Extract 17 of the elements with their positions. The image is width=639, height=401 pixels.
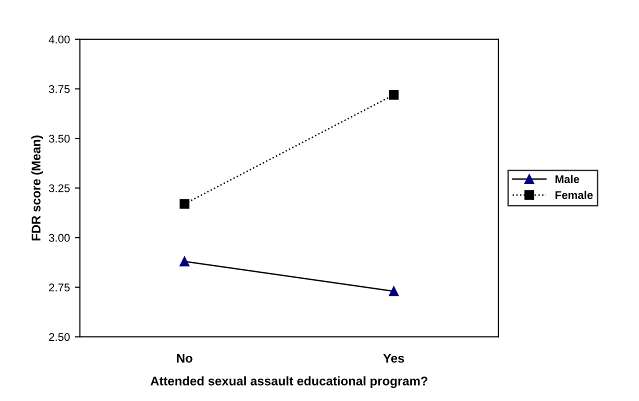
legend-label: Female	[556, 190, 593, 200]
point	[180, 256, 190, 266]
point	[180, 199, 190, 209]
point	[388, 286, 399, 296]
y-tick-label: 3.50	[48, 134, 70, 143]
y-tick-label: 4.00	[48, 36, 70, 44]
y-tick-label: 3.75	[48, 85, 70, 94]
x-tick-label: No	[177, 354, 192, 363]
y-axis-title: FDR score (Mean)	[31, 136, 43, 240]
point	[388, 90, 399, 100]
y-tick-label: 3.25	[48, 184, 70, 192]
y-tick-label: 3.00	[48, 234, 70, 242]
legend-label: Male	[556, 174, 580, 184]
x-tick-label: Yes	[383, 354, 404, 363]
y-tick-label: 2.50	[49, 333, 70, 341]
x-axis-title: Attended sexual assault educational program?	[150, 376, 428, 388]
y-tick-label: 2.75	[49, 284, 70, 292]
